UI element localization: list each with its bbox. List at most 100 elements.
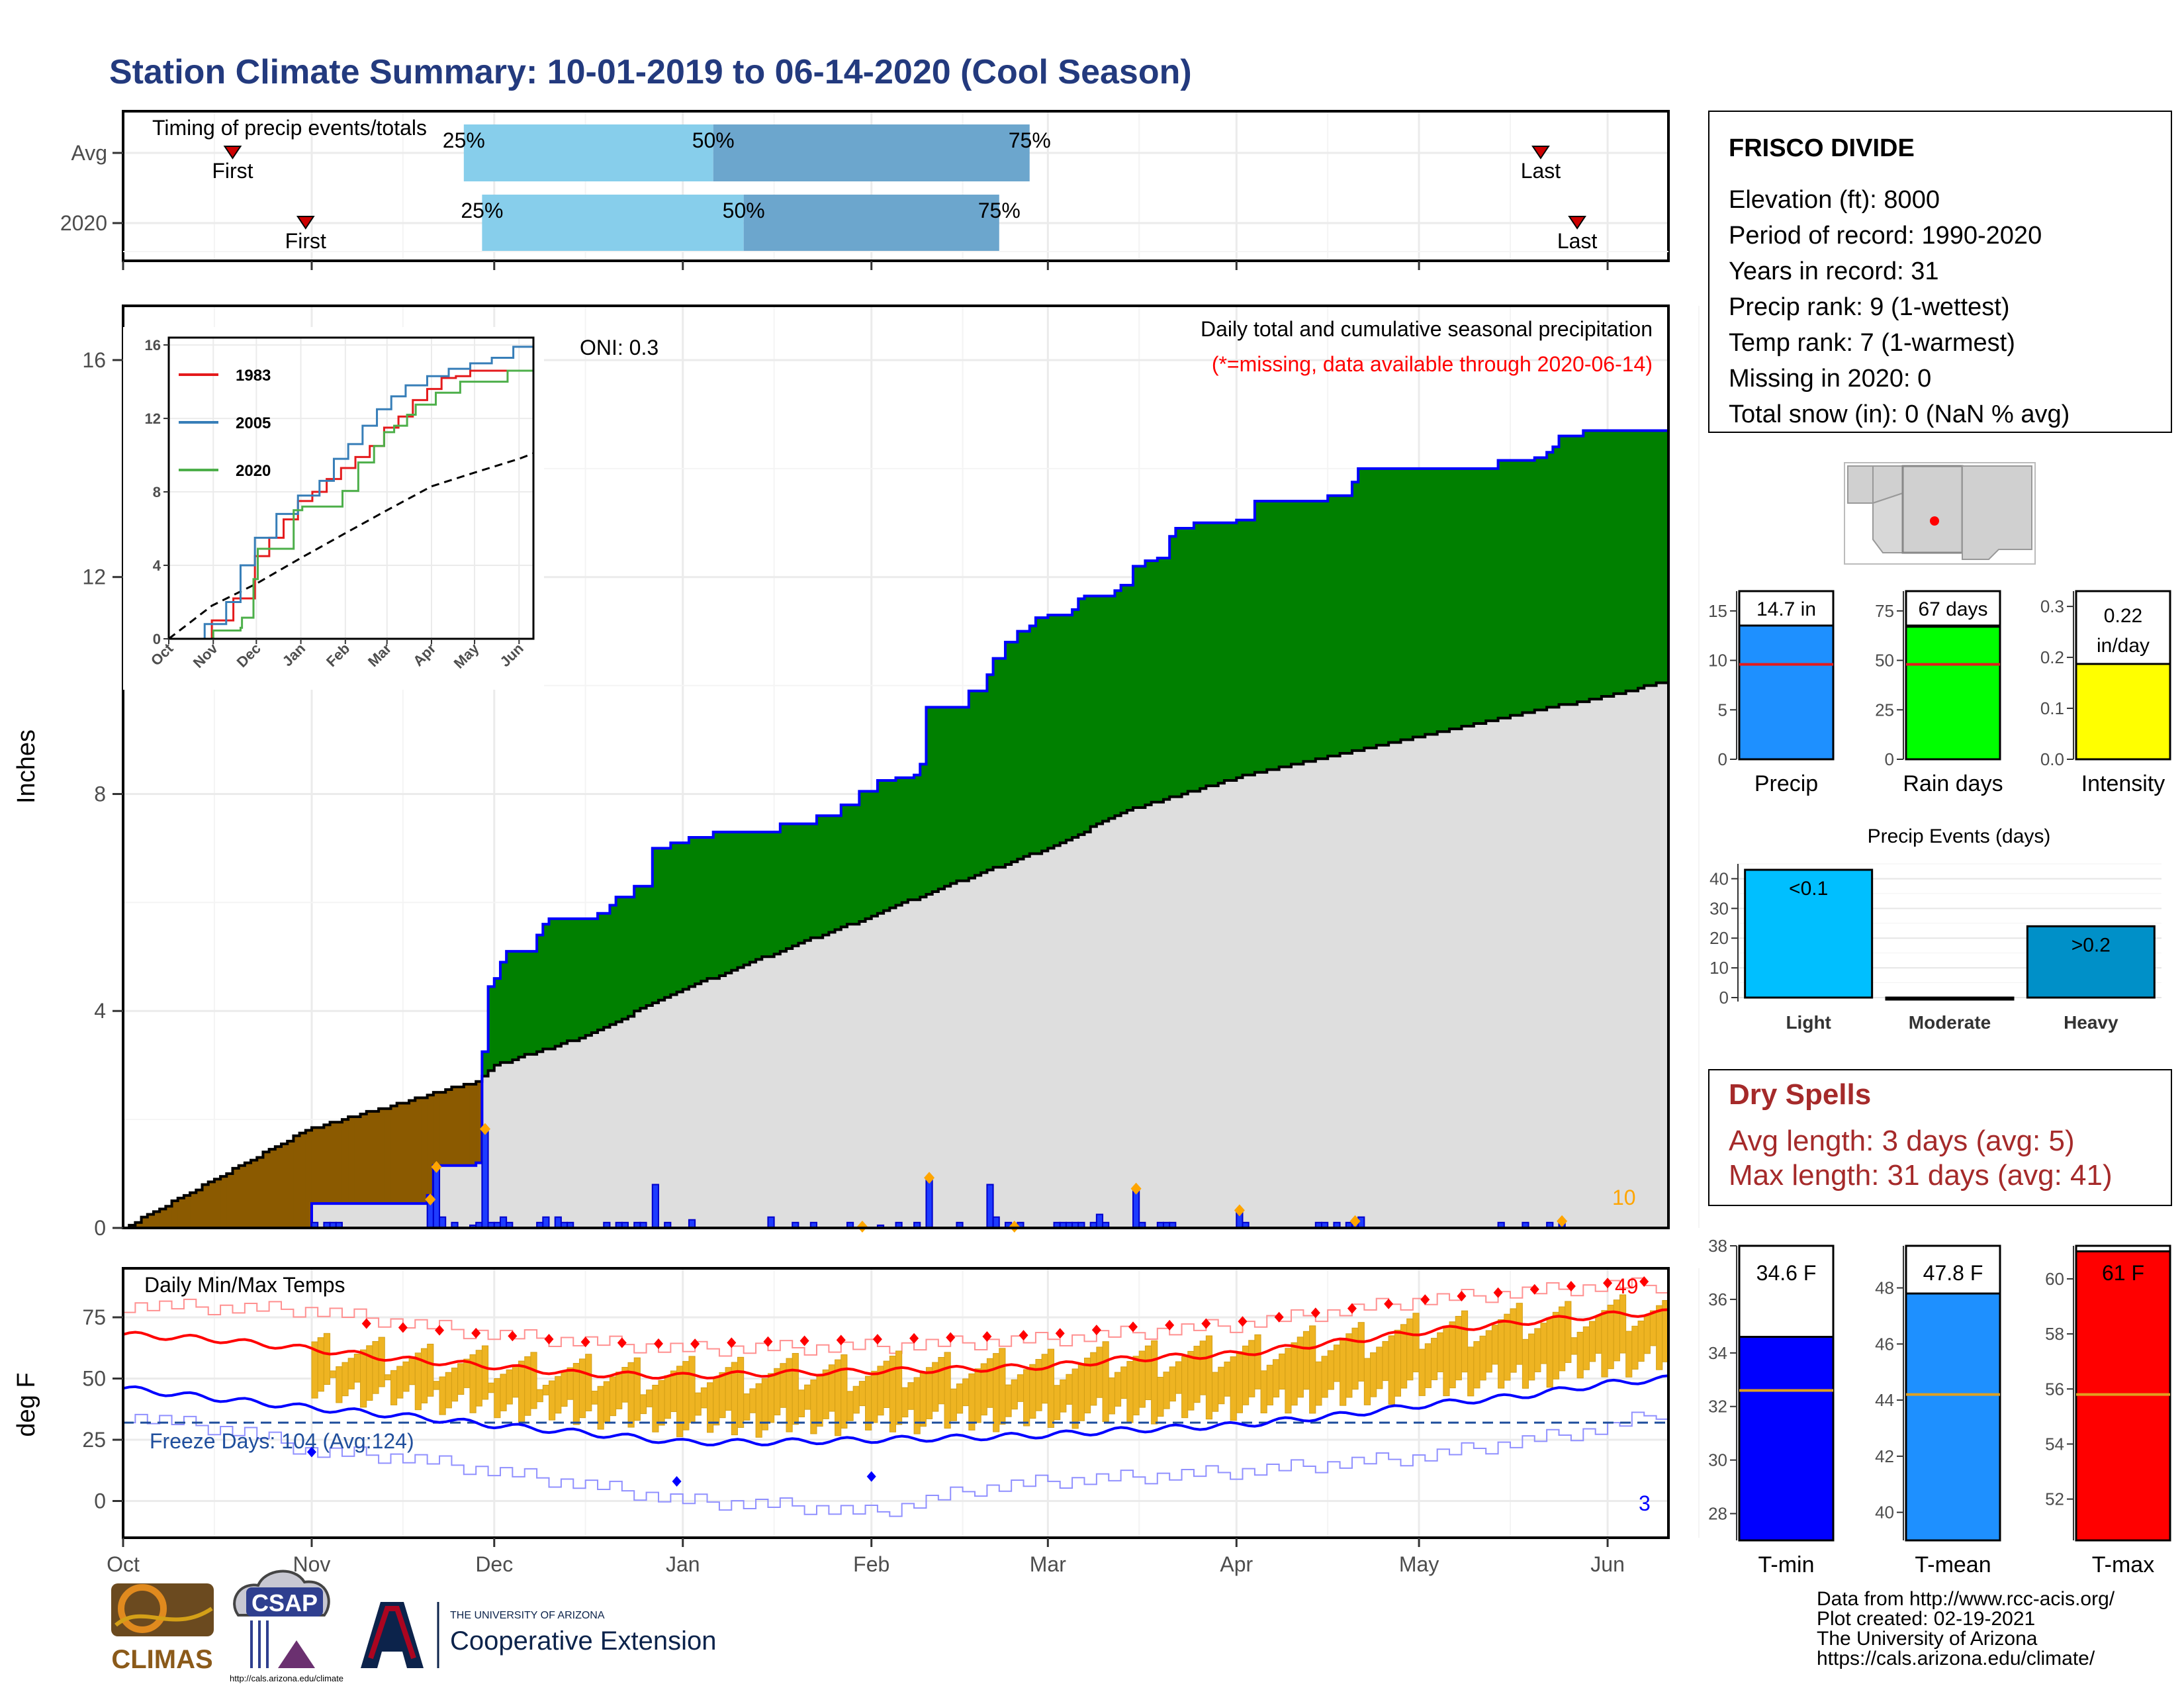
daily-temp-range-bar [999,1348,1006,1425]
surplus-band [768,831,775,957]
avg-cumulative-area [123,680,1668,1228]
daily-temp-range-bar [1491,1325,1499,1365]
surplus-band [1631,430,1639,691]
temp-ytick-label: 75 [82,1305,106,1329]
surplus-band [1322,500,1328,759]
daily-temp-range-bar [1406,1318,1414,1381]
record-high-marker [1603,1278,1613,1289]
small-bar-ytick-label: 75 [1875,601,1894,621]
surplus-band [567,918,574,1041]
university-of-arizona-logo: THE UNIVERSITY OF ARIZONA Cooperative Ex… [361,1602,716,1668]
surplus-band [701,837,708,982]
daily-temp-range-bar [555,1376,562,1414]
daily-temp-range-bar [1643,1315,1651,1354]
daily-temp-range-bar [1163,1372,1170,1409]
daily-temp-range-bar [323,1333,331,1385]
small-bar-ytick-label: 0.3 [2040,596,2064,616]
daily-temp-range-bar [1157,1376,1164,1417]
surplus-band [1388,468,1395,743]
record-high-marker [690,1338,700,1350]
daily-temp-range-bar [1473,1341,1480,1389]
record-high-marker [1384,1298,1394,1309]
daily-temp-range-bar [1376,1346,1383,1389]
daily-temp-range-bar [633,1357,641,1421]
small-bar-value: 14.7 in [1756,598,1816,620]
deficit-band [226,1174,234,1228]
deficit-band [324,1125,331,1204]
daily-temp-range-bar [427,1343,434,1397]
surplus-band [1212,522,1219,786]
daily-temp-range-bar [353,1354,361,1383]
location-map [1844,462,2036,565]
deficit-band [153,1211,160,1228]
record-low-marker [306,1446,316,1458]
daily-temp-range-bar [1412,1313,1420,1373]
surplus-band [1516,460,1523,716]
surplus-band [889,780,897,908]
record-high-marker [1128,1321,1138,1333]
surplus-band [1193,522,1201,792]
ua-small-text: THE UNIVERSITY OF ARIZONA [450,1610,605,1621]
surplus-band [1540,457,1547,710]
surplus-band [1328,495,1334,757]
station-line-elevation: Elevation (ft): 8000 [1729,186,1940,214]
surplus-band [664,848,671,998]
daily-temp-range-bar [317,1337,324,1392]
daily-temp-range-bar [1327,1350,1334,1390]
surplus-band [853,804,860,925]
deficit-band [171,1201,179,1228]
daily-temp-range-bar [1254,1334,1261,1389]
small-bar-value-unit: in/day [2097,635,2150,657]
small-bar-value-box [2075,590,2171,665]
surplus-band [561,918,568,1044]
daily-precip-bar [554,1216,562,1229]
surplus-band [1005,642,1012,865]
daily-temp-range-bar [451,1368,459,1402]
surplus-band [598,913,604,1030]
last-event-label: Last [1557,229,1598,253]
daily-temp-range-bar [1637,1321,1645,1362]
daily-temp-range-bar [609,1376,617,1417]
daily-temp-range-bar [1144,1345,1152,1401]
surplus-band [1279,500,1286,767]
daily-temp-range-bar [396,1366,404,1399]
surplus-band [591,918,598,1033]
surplus-band [1644,430,1651,686]
surplus-band [756,831,762,960]
surplus-band [506,951,513,1063]
station-name: FRISCO DIVIDE [1729,134,1915,162]
small-bar-ytick-label: 0 [1718,749,1727,769]
daily-precip-bar [439,1216,447,1229]
surplus-band [1425,468,1432,735]
footer-credits: Data from http://www.rcc-acis.org/ Plot … [1817,1588,2115,1669]
surplus-band [1449,468,1456,729]
record-high-marker [1529,1284,1539,1295]
surplus-band [621,897,629,1019]
surplus-band [1455,468,1463,729]
daily-precip-bar [1095,1213,1104,1229]
temp-bar-label: T-mean [1915,1552,1991,1577]
record-min-line [123,1405,1669,1517]
daily-temp-range-bar [1309,1325,1316,1414]
surplus-band [1017,631,1024,859]
daily-temp-range-bar [1011,1379,1018,1410]
daily-temp-range-bar [530,1352,537,1409]
daily-temp-range-bar [481,1345,489,1400]
temp-ytick-label: 25 [82,1428,106,1452]
daily-temp-range-bar [524,1356,531,1416]
temp-bar-value: 47.8 F [1923,1261,1983,1285]
surplus-band [1297,500,1304,765]
daily-temp-range-bar [578,1358,586,1419]
daily-temp-range-bar [518,1360,525,1423]
daily-temp-range-bar [846,1391,854,1421]
surplus-band [1242,520,1250,775]
daily-temp-range-bar [688,1356,696,1423]
daily-temp-range-bar [1285,1348,1292,1414]
daily-temp-range-bar [1540,1323,1547,1364]
daily-temp-range-bar [1151,1340,1158,1425]
surplus-band [950,707,958,884]
daily-temp-range-bar [1418,1348,1426,1396]
daily-temp-range-bar [1649,1310,1657,1346]
surplus-band [1461,468,1469,727]
csap-logo: CSAP http://cals.arizona.edu/climate [230,1570,343,1683]
